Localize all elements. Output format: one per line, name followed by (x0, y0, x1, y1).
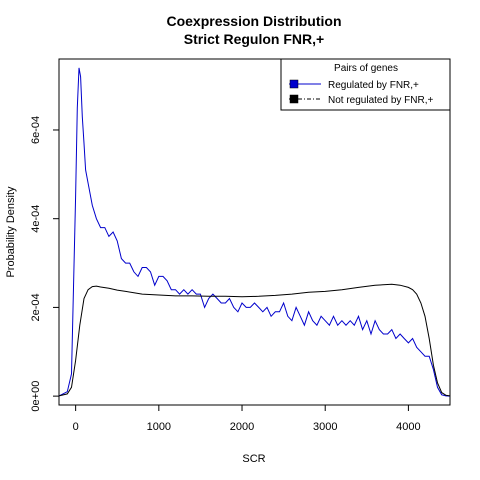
legend-title: Pairs of genes (334, 63, 398, 74)
legend-swatch-not-regulated (289, 94, 299, 104)
x-tick-label: 3000 (313, 421, 337, 433)
legend-swatch-regulated (289, 79, 299, 89)
series-line-regulated (58, 67, 451, 397)
x-tick-label: 0 (73, 421, 79, 433)
legend-label-regulated: Regulated by FNR,+ (328, 80, 419, 91)
x-axis-label: SCR (242, 453, 265, 465)
chart-subtitle: Strict Regulon FNR,+ (184, 31, 324, 47)
y-tick-label: 4e-04 (30, 205, 42, 233)
legend: Pairs of genes Regulated by FNR,+ Not re… (280, 58, 451, 111)
x-tick-label: 4000 (396, 421, 420, 433)
y-axis-label: Probability Density (5, 186, 17, 278)
series-line-not-regulated (58, 283, 451, 397)
x-axis: 0 1000 2000 3000 4000 (73, 405, 421, 433)
x-tick-label: 1000 (147, 421, 171, 433)
y-axis: 0e+00 2e-04 4e-04 6e-04 (30, 116, 59, 412)
legend-label-not-regulated: Not regulated by FNR,+ (328, 95, 433, 106)
y-tick-label: 2e-04 (30, 293, 42, 321)
y-tick-label: 0e+00 (30, 381, 42, 412)
y-tick-label: 6e-04 (30, 116, 42, 144)
chart-title: Coexpression Distribution (166, 13, 341, 29)
plot-area (58, 67, 451, 397)
plot-frame (58, 58, 451, 406)
x-tick-label: 2000 (230, 421, 254, 433)
